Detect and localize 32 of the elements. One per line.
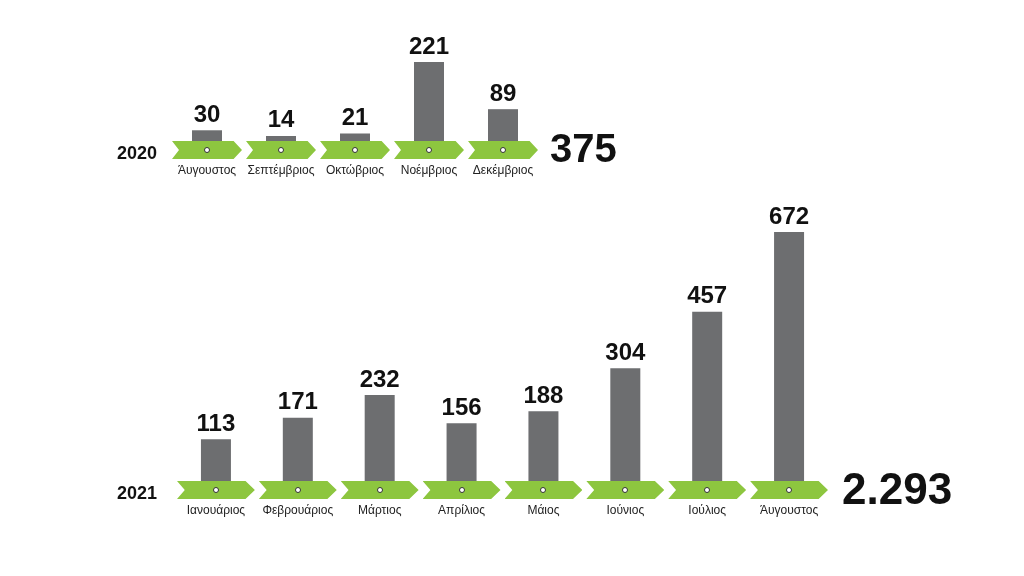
- text: 2.293: [842, 463, 953, 513]
- x-tick-label: Φεβρουάριος: [262, 503, 334, 517]
- data-label: 14: [267, 105, 295, 133]
- x-tick-label: Σεπτέμβριος: [247, 163, 315, 177]
- x-tick-label: Ιανουάριος: [186, 503, 246, 517]
- data-label: 30: [193, 99, 221, 127]
- text: 2020: [117, 143, 158, 163]
- data-label: 457: [687, 281, 728, 309]
- data-label: 171: [277, 387, 318, 415]
- bar: [266, 136, 296, 141]
- x-tick-label: Απρίλιος: [438, 503, 486, 517]
- data-label: 304: [605, 337, 646, 365]
- x-tick-label: Μάιος: [527, 503, 560, 517]
- x-tick-label: Νοέμβριος: [400, 163, 458, 177]
- data-label: 672: [769, 201, 810, 229]
- x-tick-label: Άυγουστος: [177, 163, 237, 177]
- x-tick-label: Οκτώβριος: [325, 163, 385, 177]
- bar: [340, 133, 370, 141]
- data-label: 21: [341, 102, 369, 130]
- data-label: 232: [359, 364, 400, 392]
- text: 2021: [117, 483, 158, 503]
- data-label: 89: [489, 78, 517, 106]
- x-tick-label: Δεκέμβριος: [472, 163, 534, 177]
- data-label: 221: [408, 31, 450, 59]
- x-tick-label: Ιούλιος: [688, 503, 727, 517]
- data-label: 113: [196, 408, 236, 436]
- x-tick-label: Μάρτιος: [357, 503, 402, 517]
- x-tick-label: Άυγουστος: [759, 503, 819, 517]
- x-tick-label: Ιούνιος: [606, 503, 645, 517]
- data-label: 156: [441, 392, 482, 420]
- data-label: 188: [523, 380, 564, 408]
- text: 375: [550, 126, 617, 170]
